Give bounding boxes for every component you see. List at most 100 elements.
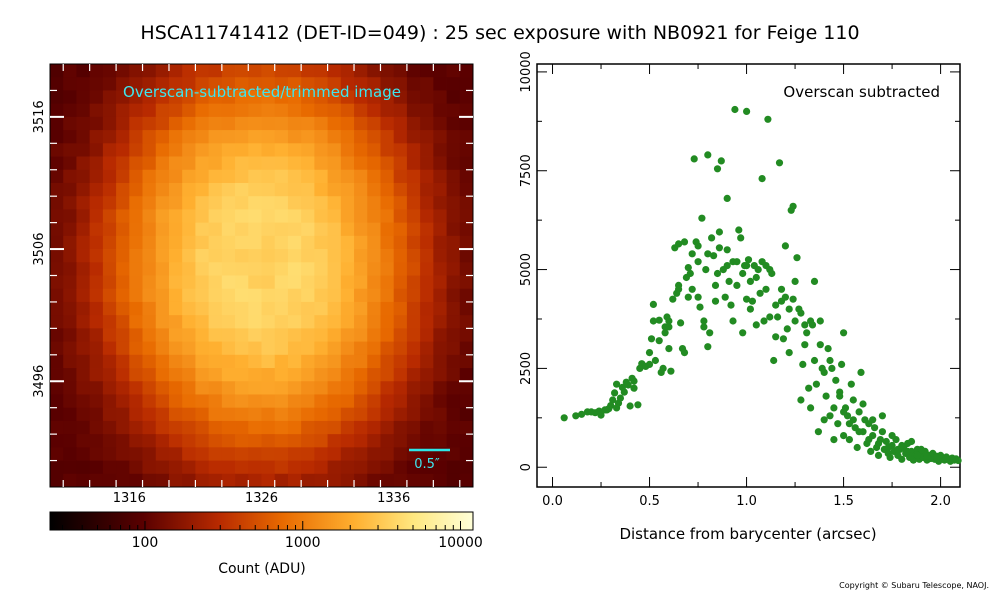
scatter-point — [613, 404, 621, 412]
heatmap-cell — [168, 130, 183, 144]
heatmap-cell — [195, 407, 210, 422]
heatmap-cell — [142, 460, 157, 475]
heatmap-cell — [208, 90, 223, 105]
heatmap-cell — [248, 434, 262, 448]
heatmap-cell — [459, 130, 474, 144]
heatmap-cell — [129, 447, 143, 461]
heatmap-cell — [433, 262, 447, 276]
heatmap-cell — [63, 156, 77, 171]
heatmap-cell — [340, 420, 355, 435]
heatmap-cell — [50, 222, 64, 237]
heatmap-cell — [261, 235, 276, 250]
heatmap-cell — [301, 196, 315, 210]
heatmap-cell — [274, 473, 289, 488]
heatmap-cell — [89, 209, 104, 224]
heatmap-cell — [50, 288, 64, 303]
scatter-point — [756, 289, 764, 297]
scatter-point — [865, 436, 873, 444]
heatmap-cell — [63, 420, 77, 435]
heatmap-cell — [393, 64, 408, 78]
heatmap-cell — [195, 90, 210, 105]
scatter-point — [766, 266, 774, 274]
scatter-point — [659, 364, 667, 372]
heatmap-cell — [208, 460, 223, 475]
heatmap-cell — [89, 341, 104, 356]
scatter-point — [830, 404, 838, 412]
heatmap-cell — [367, 394, 381, 409]
scatter-point — [882, 437, 890, 446]
heatmap-cell — [420, 460, 434, 475]
heatmap-cell — [129, 381, 143, 395]
heatmap-cell — [155, 434, 170, 448]
heatmap-cell — [420, 156, 434, 171]
scatter-point — [688, 285, 696, 293]
heatmap-cell — [314, 222, 328, 237]
heatmap-cell — [142, 407, 157, 422]
scatter-point — [826, 412, 834, 420]
heatmap-cell — [235, 368, 249, 382]
heatmap-cell — [261, 354, 276, 369]
scatter-point — [572, 412, 580, 420]
colorbar-tick-label: 10000 — [438, 535, 483, 551]
heatmap-cell — [89, 460, 104, 475]
heatmap-cell — [420, 77, 434, 91]
heatmap-cell — [301, 249, 315, 263]
heatmap-cell — [274, 394, 289, 409]
heatmap-cell — [314, 420, 328, 435]
scatter-point — [777, 285, 786, 293]
heatmap-cell — [102, 447, 117, 461]
heatmap-cell — [63, 407, 77, 422]
heatmap-cell — [261, 301, 276, 316]
heatmap-cell — [155, 381, 170, 395]
heatmap-cell — [142, 196, 157, 210]
heatmap-cell — [459, 420, 474, 435]
heatmap-cell — [301, 262, 315, 276]
heatmap-cell — [116, 90, 130, 105]
scatter-y-tick-label: 7500 — [519, 154, 534, 187]
heatmap-cell — [367, 301, 381, 316]
heatmap-cell — [380, 77, 395, 91]
heatmap-cell — [380, 460, 395, 475]
heatmap-cell — [393, 275, 408, 290]
heatmap-cell — [182, 64, 196, 78]
heatmap-cell — [168, 341, 183, 356]
heatmap-cell — [182, 196, 196, 210]
heatmap-cell — [195, 143, 210, 157]
heatmap-cell — [406, 341, 421, 356]
heatmap-cell — [168, 196, 183, 210]
heatmap-cell — [248, 407, 262, 422]
heatmap-cell — [63, 381, 77, 395]
heatmap-cell — [248, 473, 262, 488]
heatmap-cell — [314, 64, 328, 78]
heatmap-cell — [393, 262, 408, 276]
heatmap-cell — [406, 473, 421, 488]
heatmap-cell — [142, 354, 157, 369]
heatmap-cell — [129, 407, 143, 422]
heatmap-cell — [221, 447, 236, 461]
heatmap-cell — [261, 407, 276, 422]
heatmap-cell — [301, 182, 315, 197]
heatmap-cell — [195, 64, 210, 78]
heatmap-cell — [420, 420, 434, 435]
scatter-point — [711, 281, 720, 289]
scatter-point — [609, 396, 617, 404]
heatmap-cell — [129, 182, 143, 197]
heatmap-cell — [235, 341, 249, 356]
heatmap-cell — [248, 447, 262, 461]
heatmap-cell — [433, 301, 447, 316]
heatmap-cell — [142, 368, 157, 382]
heatmap-cell — [221, 90, 236, 105]
heatmap-cell — [261, 169, 276, 184]
heatmap-cell — [314, 196, 328, 210]
heatmap-cell — [89, 328, 104, 342]
heatmap-cell — [50, 341, 64, 356]
heatmap-cell — [89, 103, 104, 118]
heatmap-cell — [327, 209, 342, 224]
scatter-point — [898, 455, 906, 463]
heatmap-cell — [367, 130, 381, 144]
heatmap-cell — [433, 116, 447, 131]
heatmap-cell — [50, 368, 64, 382]
heatmap-cell — [76, 77, 91, 91]
heatmap-cell — [235, 315, 249, 329]
heatmap-cell — [459, 368, 474, 382]
